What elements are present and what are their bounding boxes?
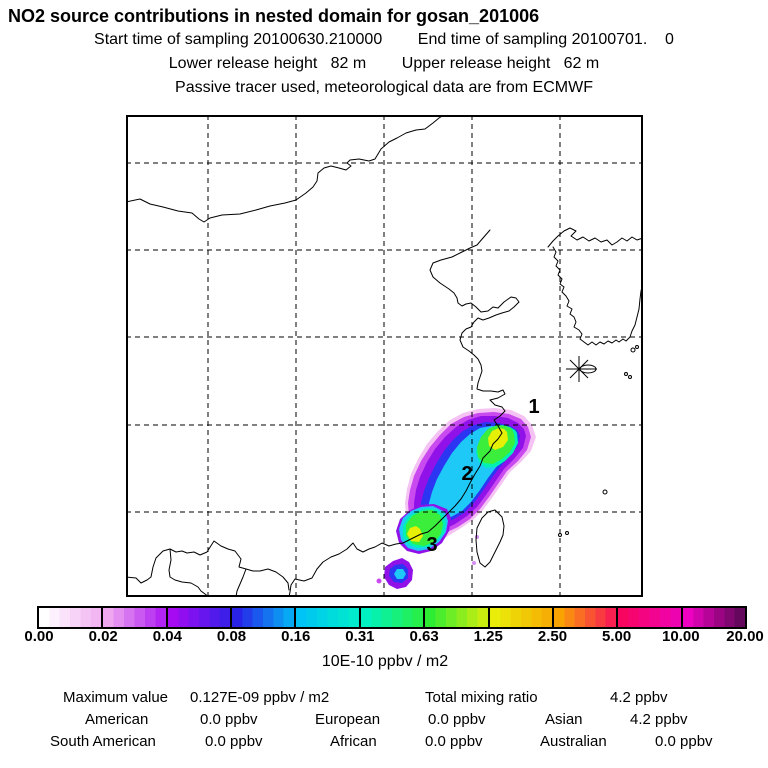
colorbar-segment <box>39 608 102 627</box>
colorbar <box>37 606 747 629</box>
map-frame <box>126 115 643 597</box>
korea-coastline <box>552 246 644 346</box>
colorbar-tick-label: 0.16 <box>281 628 311 645</box>
colorbar-tick-label: 0.04 <box>152 628 182 645</box>
colorbar-tick-label: 2.50 <box>537 628 568 645</box>
tracer-note-line: Passive tracer used, meteorological data… <box>175 79 593 96</box>
inland-border-line <box>125 540 290 591</box>
yalu-border-line <box>547 227 644 248</box>
sampling-time-line: Start time of sampling 20100630.210000 E… <box>94 31 674 48</box>
region-south-american-value: 0.0 ppbv <box>205 733 263 750</box>
total-ratio-label: Total mixing ratio <box>425 689 538 706</box>
max-value: 0.127E-09 ppbv / m2 <box>190 689 330 706</box>
colorbar-segment <box>682 608 745 627</box>
total-ratio-value: 4.2 ppbv <box>610 689 668 706</box>
plume-contours <box>376 408 536 589</box>
colorbar-tick-label: 1.25 <box>473 628 503 645</box>
china-coastline <box>288 229 520 598</box>
site-label-1: 1 <box>528 396 539 418</box>
small-island <box>602 489 608 495</box>
colorbar-segment <box>360 608 424 627</box>
region-south-american-label: South American <box>50 733 156 750</box>
small-island <box>624 372 628 376</box>
colorbar-segment <box>296 608 359 627</box>
region-asian-value: 4.2 ppbv <box>630 711 688 728</box>
colorbar-tick-label: 5.00 <box>602 628 632 645</box>
colorbar-segment <box>232 608 295 627</box>
release-height-line: Lower release height 82 m Upper release … <box>168 55 600 72</box>
inland-border-branch-2 <box>235 568 247 598</box>
region-australian-label: Australian <box>540 733 607 750</box>
region-european-label: European <box>315 711 381 728</box>
graticule-grid <box>126 115 643 597</box>
colorbar-segment <box>425 608 488 627</box>
region-asian-label: Asian <box>545 711 583 728</box>
small-island <box>558 533 562 537</box>
region-european-value: 0.0 ppbv <box>428 711 486 728</box>
colorbar-tick-label: 0.31 <box>345 628 375 645</box>
region-african-value: 0.0 ppbv <box>425 733 483 750</box>
colorbar-tick-label: 0.63 <box>409 628 439 645</box>
colorbar-segment <box>553 608 617 627</box>
colorbar-tick-label: 0.08 <box>216 628 247 645</box>
map-panel: 1 2 3 <box>125 114 644 598</box>
colorbar-segment <box>167 608 231 627</box>
small-island <box>635 345 639 349</box>
colorbar-tick-label: 0.00 <box>24 628 54 645</box>
colorbar-segment <box>103 608 166 627</box>
page-title: NO2 source contributions in nested domai… <box>8 6 540 26</box>
north-border-line <box>125 114 445 223</box>
region-australian-value: 0.0 ppbv <box>655 733 713 750</box>
receptor-star-icon <box>566 356 597 382</box>
small-island <box>630 347 636 353</box>
taiwan-island <box>475 509 505 568</box>
colorbar-tick-label: 10.00 <box>662 628 700 645</box>
colorbar-segment <box>618 608 681 627</box>
region-american-value: 0.0 ppbv <box>200 711 258 728</box>
colorbar-tick-label: 0.02 <box>88 628 118 645</box>
max-value-label: Maximum value <box>63 689 169 706</box>
map-canvas: 1 2 3 <box>125 114 644 598</box>
colorbar-segment <box>489 608 552 627</box>
small-island <box>565 531 569 535</box>
coastline-paths <box>125 114 644 598</box>
site-label-3: 3 <box>426 534 437 556</box>
site-label-2: 2 <box>461 463 472 485</box>
colorbar-tick-label: 20.00 <box>726 628 764 645</box>
small-island <box>628 375 632 379</box>
region-african-label: African <box>330 733 377 750</box>
region-american-label: American <box>85 711 149 728</box>
colorbar-unit-label: 10E-10 ppbv / m2 <box>321 653 449 670</box>
inland-border-branch-1 <box>168 548 210 598</box>
